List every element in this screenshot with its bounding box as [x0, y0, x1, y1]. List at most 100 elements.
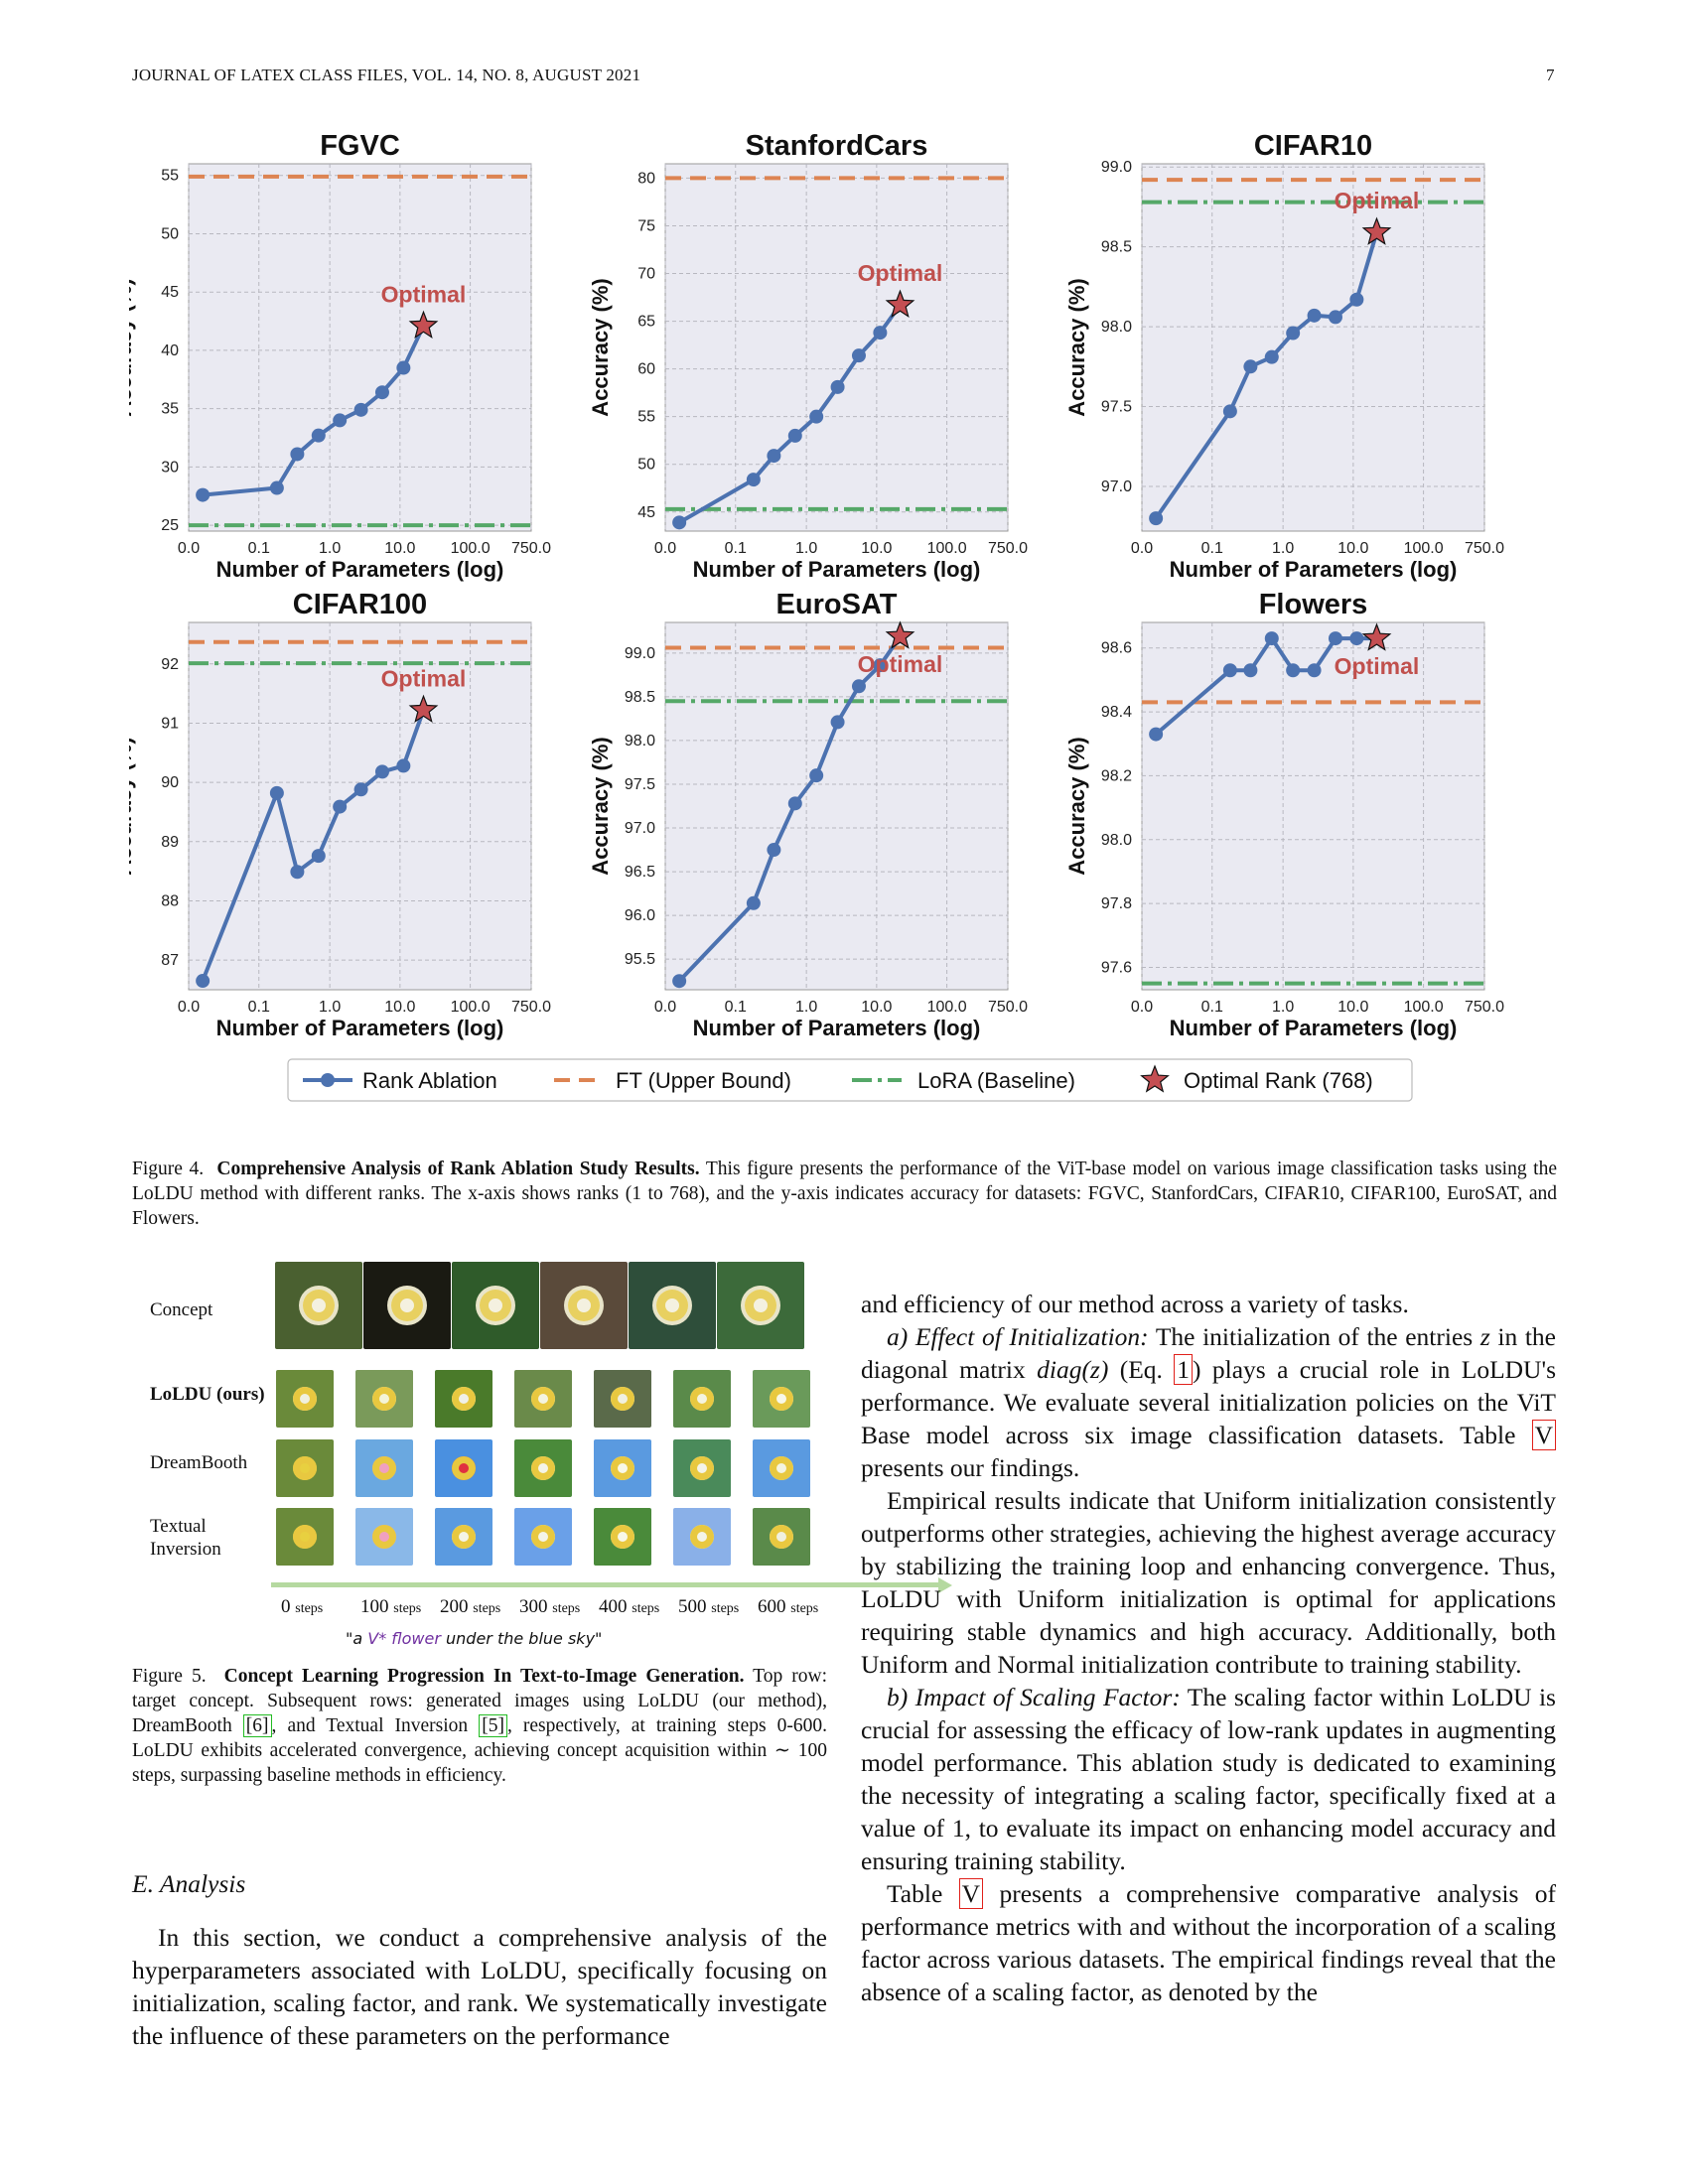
data-point	[311, 849, 326, 864]
step-label: 600 steps	[758, 1596, 819, 1617]
step-label: 400 steps	[599, 1596, 660, 1617]
data-point	[196, 974, 211, 989]
table-v-link-2[interactable]: V	[958, 1878, 984, 1909]
data-point	[333, 799, 348, 814]
data-point	[1286, 326, 1301, 341]
data-point	[809, 768, 824, 783]
y-tick-label: 97.5	[1101, 399, 1132, 416]
data-point	[353, 402, 368, 417]
equation-1-link[interactable]: 1	[1174, 1354, 1194, 1385]
y-tick-label: 60	[637, 361, 655, 378]
data-point	[851, 348, 866, 363]
row-label-concept: Concept	[150, 1299, 213, 1320]
y-tick-label: 40	[161, 342, 179, 359]
data-point	[672, 974, 687, 989]
left-column-text: In this section, we conduct a comprehens…	[132, 1921, 827, 2052]
data-point	[1328, 631, 1342, 646]
flower-icon	[611, 1525, 634, 1549]
citation-5-link[interactable]: [5]	[479, 1714, 507, 1737]
plot-area	[664, 163, 1009, 532]
y-tick-label: 97.0	[1101, 478, 1132, 495]
generated-image	[753, 1508, 810, 1566]
chart-cifar100: 87 88 89 90 91 92 0.0 0.1 1.0 10.0 100.0 750.0 Optim…	[129, 589, 551, 1040]
flower-icon	[452, 1456, 476, 1480]
y-tick-label: 45	[637, 504, 655, 521]
y-tick-label: 97.8	[1101, 895, 1132, 912]
x-tick-label: 0.1	[248, 540, 270, 557]
concept-image	[717, 1262, 804, 1349]
data-point	[1243, 359, 1258, 374]
step-label: 100 steps	[360, 1596, 422, 1617]
flower-icon	[568, 1290, 600, 1321]
data-point	[311, 428, 326, 443]
image-grid	[132, 1256, 827, 1583]
data-point	[1222, 404, 1237, 419]
data-point	[374, 385, 389, 400]
x-tick-label: 1.0	[1272, 999, 1294, 1016]
flower-icon	[452, 1525, 476, 1549]
chart-title: CIFAR10	[1254, 130, 1372, 162]
data-point	[396, 758, 411, 773]
y-tick-label: 70	[637, 266, 655, 283]
y-tick-label: 98.4	[1101, 704, 1132, 721]
y-tick-label: 87	[161, 952, 179, 969]
running-header: JOURNAL OF LATEX CLASS FILES, VOL. 14, N…	[132, 66, 641, 84]
x-axis-label: Number of Parameters (log)	[1170, 1016, 1458, 1040]
concept-image	[452, 1262, 539, 1349]
chart-title: CIFAR100	[293, 589, 427, 620]
y-axis-label: Accuracy (%)	[588, 278, 613, 416]
data-point	[873, 658, 888, 673]
x-tick-label: 100.0	[1404, 999, 1444, 1016]
row-label-dreambooth: DreamBooth	[150, 1452, 248, 1473]
concept-image	[629, 1262, 716, 1349]
legend-rank-ablation: Rank Ablation	[362, 1068, 497, 1093]
x-tick-label: 10.0	[384, 999, 415, 1016]
data-point	[269, 480, 284, 495]
y-tick-label: 35	[161, 401, 179, 418]
row-label-inversion: Inversion	[150, 1539, 221, 1560]
data-point	[1286, 663, 1301, 678]
data-point	[333, 413, 348, 428]
flower-icon	[480, 1290, 511, 1321]
legend-optimal-rank: Optimal Rank (768)	[1184, 1068, 1373, 1093]
flower-icon	[690, 1387, 714, 1411]
right-column-text: and efficiency of our method across a va…	[861, 1288, 1556, 2008]
x-tick-label: 10.0	[861, 999, 892, 1016]
x-tick-label: 0.0	[654, 540, 676, 557]
progress-arrow	[271, 1582, 946, 1587]
x-tick-label: 750.0	[511, 999, 551, 1016]
y-tick-label: 98.0	[625, 733, 655, 750]
table-v-link[interactable]: V	[1531, 1420, 1556, 1450]
y-tick-label: 99.0	[1101, 159, 1132, 176]
data-point	[1243, 663, 1258, 678]
data-point	[396, 360, 411, 375]
x-tick-label: 100.0	[927, 999, 967, 1016]
concept-image	[363, 1262, 451, 1349]
plot-area	[664, 621, 1009, 991]
citation-6-link[interactable]: [6]	[242, 1714, 272, 1737]
y-tick-label: 98.0	[1101, 832, 1132, 849]
x-tick-label: 1.0	[319, 540, 341, 557]
legend-box	[287, 1058, 1413, 1102]
paragraph-initialization: a) Effect of Initialization: The initial…	[861, 1322, 1556, 1482]
data-point	[851, 679, 866, 694]
data-point	[290, 447, 305, 462]
x-tick-label: 750.0	[1465, 999, 1504, 1016]
chart-title: FGVC	[320, 130, 400, 162]
flower-icon	[452, 1387, 476, 1411]
concept-image	[275, 1262, 362, 1349]
x-tick-label: 0.0	[654, 999, 676, 1016]
x-axis-label: Number of Parameters (log)	[693, 1016, 981, 1040]
generated-image	[435, 1370, 492, 1428]
generated-image	[594, 1439, 651, 1497]
x-tick-label: 750.0	[988, 540, 1028, 557]
legend-ft-upper-bound: FT (Upper Bound)	[616, 1068, 791, 1093]
optimal-star-icon	[885, 620, 915, 649]
flower-icon	[690, 1456, 714, 1480]
generated-image	[594, 1370, 651, 1428]
plot-area	[188, 163, 532, 532]
flower-icon	[293, 1525, 317, 1549]
x-axis-label: Number of Parameters (log)	[216, 1016, 504, 1040]
generated-image	[276, 1370, 334, 1428]
